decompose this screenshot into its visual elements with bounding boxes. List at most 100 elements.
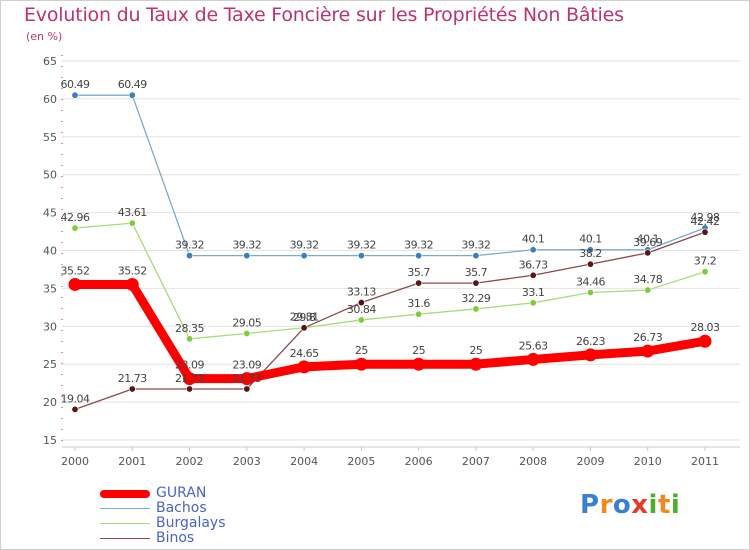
y-tick-label: 25 (43, 358, 57, 371)
logo-letter: i (670, 490, 681, 520)
x-tick-label: 2010 (634, 455, 662, 468)
data-label-bachos: 60.49 (61, 78, 90, 91)
data-point-binos (586, 260, 594, 268)
data-point-burgalays (415, 310, 423, 318)
data-point-burgalays (243, 330, 251, 338)
x-tick-label: 2009 (576, 455, 604, 468)
data-label-guran: 25 (355, 344, 368, 357)
data-label-binos: 35.7 (407, 266, 430, 279)
y-tick-label: 50 (43, 169, 57, 182)
x-tick-label: 2007 (462, 455, 490, 468)
y-tick-label: 60 (43, 93, 57, 106)
x-tick-label: 2003 (233, 455, 261, 468)
proxiti-logo: Proxiti (580, 490, 680, 520)
y-tick-label: 35 (43, 282, 57, 295)
data-point-burgalays (186, 335, 194, 343)
legend-label: Burgalays (156, 515, 226, 531)
data-point-guran (698, 334, 712, 348)
x-tick-label: 2002 (176, 455, 204, 468)
data-label-burgalays: 42.96 (61, 211, 90, 224)
data-label-guran: 26.23 (576, 335, 605, 348)
logo-letter: x (631, 490, 649, 520)
legend-item-bachos: Bachos (100, 501, 226, 516)
data-point-binos (71, 405, 79, 413)
data-point-guran (526, 352, 540, 366)
legend-item-burgalays: Burgalays (100, 516, 226, 531)
data-point-binos (300, 324, 308, 332)
data-label-bachos: 40.1 (579, 233, 602, 246)
data-label-binos: 21.73 (175, 372, 204, 385)
data-point-guran (68, 277, 82, 291)
data-point-bachos (128, 91, 136, 99)
data-point-guran (240, 372, 254, 386)
series-line-guran (70, 279, 710, 384)
data-label-guran: 23.09 (232, 359, 261, 372)
logo-letter: t (657, 490, 671, 520)
data-label-burgalays: 32.29 (461, 292, 490, 305)
data-point-guran (412, 357, 426, 371)
data-point-guran (583, 348, 597, 362)
data-point-guran (469, 357, 483, 371)
y-tick-label: 55 (43, 131, 57, 144)
data-label-burgalays: 37.2 (694, 255, 717, 268)
logo-letter: P (580, 490, 600, 520)
chart-subtitle: (en %) (26, 30, 63, 43)
data-point-bachos (300, 252, 308, 260)
data-label-binos: 21.73 (232, 372, 261, 385)
data-label-binos: 39.69 (633, 236, 662, 249)
y-tick-label: 30 (43, 320, 57, 333)
data-point-bachos (586, 246, 594, 254)
x-tick-label: 2004 (290, 455, 318, 468)
data-point-burgalays (529, 299, 537, 307)
logo-letter: i (648, 490, 658, 520)
data-label-bachos: 39.32 (347, 239, 376, 252)
legend-item-binos: Binos (100, 531, 226, 546)
data-label-binos: 36.73 (519, 258, 548, 271)
data-label-burgalays: 30.84 (347, 303, 376, 316)
data-point-bachos (243, 252, 251, 260)
data-point-guran (183, 372, 197, 386)
data-label-binos: 42.42 (691, 215, 720, 228)
data-label-burgalays: 29.05 (232, 317, 261, 330)
data-label-bachos: 39.32 (232, 239, 261, 252)
x-tick-label: 2001 (118, 455, 146, 468)
data-point-guran (641, 344, 655, 358)
data-point-bachos (71, 91, 79, 99)
legend-label: Binos (156, 530, 195, 546)
data-point-binos (472, 279, 480, 287)
data-label-binos: 33.13 (347, 286, 376, 299)
data-label-bachos: 42.98 (691, 211, 720, 224)
data-point-binos (701, 228, 709, 236)
data-label-binos: 29.8 (293, 311, 316, 324)
data-label-binos: 38.2 (579, 247, 602, 260)
data-label-binos: 21.73 (118, 372, 147, 385)
legend-swatch-bachos (100, 507, 150, 510)
legend-item-guran: GURAN (100, 486, 226, 501)
x-tick-label: 2006 (405, 455, 433, 468)
data-point-bachos (472, 252, 480, 260)
logo-letter: o (612, 490, 632, 520)
data-point-burgalays (357, 316, 365, 324)
x-tick-label: 2005 (347, 455, 375, 468)
data-label-guran: 35.52 (61, 264, 90, 277)
data-label-burgalays: 33.1 (522, 286, 545, 299)
data-point-bachos (357, 252, 365, 260)
series-line-binos (74, 231, 706, 411)
legend: GURAN Bachos Burgalays Binos (100, 486, 226, 546)
chart-title: Evolution du Taux de Taxe Foncière sur l… (24, 4, 624, 26)
x-tick-label: 2000 (61, 455, 89, 468)
data-label-guran: 23.09 (175, 359, 204, 372)
data-point-binos (186, 385, 194, 393)
data-point-burgalays (586, 288, 594, 296)
data-point-burgalays (71, 224, 79, 232)
data-point-binos (529, 271, 537, 279)
data-label-bachos: 39.32 (461, 239, 490, 252)
data-point-guran (297, 360, 311, 374)
data-point-binos (128, 385, 136, 393)
data-label-bachos: 39.32 (404, 239, 433, 252)
data-label-burgalays: 34.46 (576, 275, 605, 288)
y-tick-label: 40 (43, 245, 57, 258)
y-tick-label: 20 (43, 396, 57, 409)
data-point-binos (644, 249, 652, 257)
data-label-guran: 25 (469, 344, 482, 357)
